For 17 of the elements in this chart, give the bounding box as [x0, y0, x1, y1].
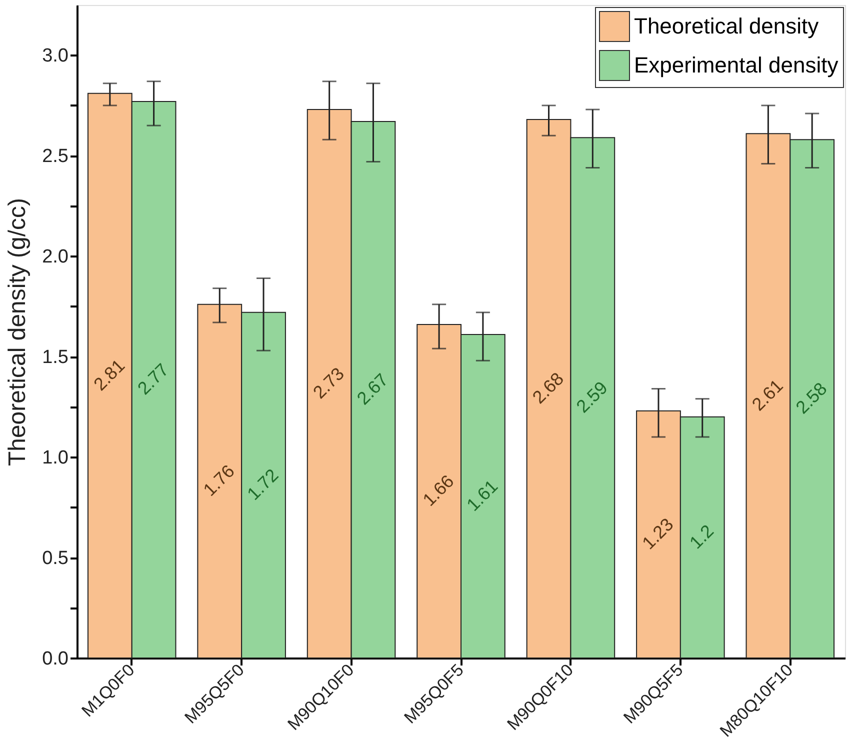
data-label: 2.81	[90, 356, 129, 394]
legend-label: Experimental density	[634, 52, 838, 78]
y-tick-label: 0.0	[42, 648, 68, 670]
y-tick-label: 0.5	[42, 548, 68, 570]
y-tick-label: 2.5	[42, 146, 68, 168]
data-label: 1.76	[199, 461, 238, 500]
y-tick-label: 1.0	[42, 448, 68, 469]
data-label: 2.61	[748, 376, 787, 415]
y-tick-label: 1.5	[42, 347, 68, 368]
legend-label: Theoretical density	[634, 14, 819, 38]
data-label: 1.72	[243, 465, 282, 504]
y-tick-label: 2.0	[42, 246, 68, 268]
data-label: 1.61	[462, 476, 502, 516]
y-tick-label: 3.0	[42, 46, 68, 67]
y-axis-title: Theoretical density (g/cc)	[4, 198, 32, 466]
data-label: 1.2	[686, 520, 718, 553]
data-label: 1.66	[418, 471, 458, 510]
